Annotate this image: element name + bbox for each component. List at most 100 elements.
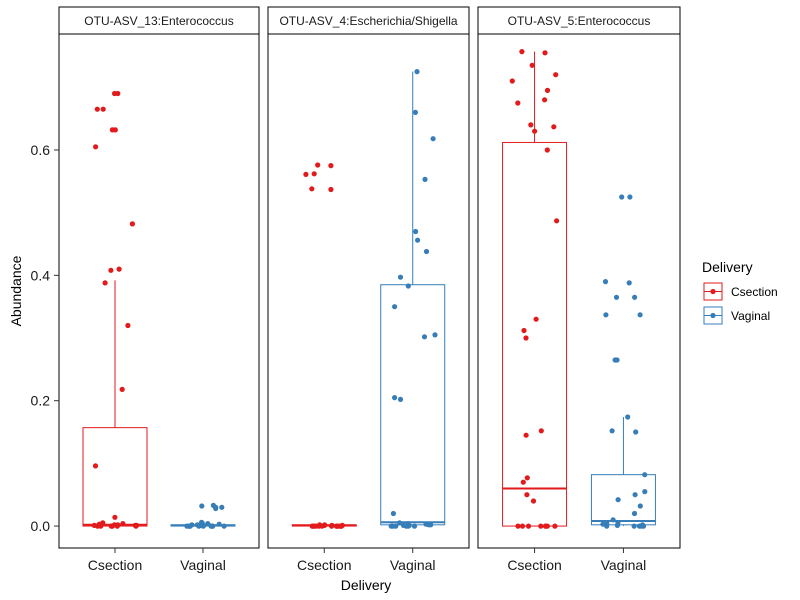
panel-border bbox=[267, 33, 470, 549]
data-point bbox=[632, 294, 638, 300]
data-point bbox=[92, 463, 99, 469]
data-point bbox=[303, 171, 309, 177]
data-point bbox=[94, 106, 100, 112]
data-point bbox=[642, 489, 648, 495]
data-point bbox=[609, 428, 615, 434]
data-point bbox=[515, 523, 521, 529]
data-point bbox=[523, 335, 529, 341]
facet-panel: OTU-ASV_4:Escherichia/Shigella Csection Va… bbox=[267, 6, 470, 573]
legend-label: Vaginal bbox=[731, 309, 770, 323]
data-point bbox=[108, 523, 114, 529]
data-point bbox=[315, 162, 321, 168]
data-point bbox=[640, 523, 647, 529]
data-point bbox=[524, 475, 530, 481]
data-point bbox=[614, 522, 621, 529]
data-point bbox=[311, 171, 317, 177]
facet-strip bbox=[477, 6, 681, 35]
box-vaginal bbox=[590, 194, 656, 529]
data-point bbox=[602, 279, 609, 285]
y-axis: 0.0 0.2 0.4 0.6 bbox=[31, 142, 59, 534]
data-point bbox=[133, 523, 139, 529]
box-iqr bbox=[380, 284, 446, 526]
box-vaginal bbox=[380, 69, 446, 529]
data-point bbox=[519, 49, 525, 55]
data-point bbox=[125, 322, 131, 329]
x-axis-title: Delivery bbox=[341, 577, 392, 593]
legend: Delivery Csection Vaginal bbox=[702, 259, 778, 325]
data-point bbox=[397, 274, 404, 280]
data-point bbox=[532, 128, 538, 134]
data-point bbox=[328, 163, 334, 169]
data-point bbox=[309, 186, 315, 192]
x-tick-label: Vaginal bbox=[390, 557, 436, 573]
data-point bbox=[199, 503, 205, 509]
panel-border bbox=[477, 33, 681, 549]
facet-strip-label: OTU-ASV_4:Escherichia/Shigella bbox=[279, 14, 457, 28]
data-point bbox=[390, 523, 396, 529]
data-point bbox=[392, 304, 398, 310]
data-point bbox=[414, 69, 420, 75]
y-axis-title: Abundance bbox=[8, 255, 24, 326]
data-point bbox=[98, 523, 104, 529]
x-tick-label: Vaginal bbox=[180, 557, 226, 573]
data-point bbox=[390, 510, 396, 517]
data-point bbox=[422, 176, 428, 182]
data-point bbox=[221, 523, 227, 529]
x-tick-label: Csection bbox=[507, 557, 561, 573]
data-point bbox=[542, 97, 548, 103]
legend-label: Csection bbox=[731, 285, 778, 299]
data-point bbox=[637, 312, 643, 318]
facet-panel: OTU-ASV_13:Enterococcus Csection Vaginal bbox=[58, 6, 260, 573]
data-point bbox=[423, 248, 430, 255]
data-point bbox=[515, 100, 521, 106]
data-point bbox=[112, 514, 118, 520]
legend-entry-vaginal: Vaginal bbox=[703, 306, 770, 325]
data-point bbox=[213, 505, 219, 512]
data-point bbox=[210, 523, 216, 529]
data-point bbox=[614, 357, 620, 363]
data-point bbox=[428, 522, 434, 528]
data-point bbox=[421, 334, 428, 340]
data-point bbox=[619, 194, 625, 200]
data-point bbox=[397, 520, 403, 526]
data-point bbox=[542, 50, 548, 56]
box-csection bbox=[502, 49, 568, 529]
data-point bbox=[631, 523, 637, 529]
facet-strip-label: OTU-ASV_5:Enterococcus bbox=[508, 14, 651, 28]
data-point bbox=[116, 266, 122, 272]
data-point bbox=[108, 267, 114, 273]
facet-strip bbox=[267, 6, 470, 35]
data-point bbox=[509, 78, 515, 84]
data-point bbox=[216, 521, 222, 527]
x-tick-label: Vaginal bbox=[601, 557, 647, 573]
data-point bbox=[525, 523, 532, 529]
y-tick-label: 0.4 bbox=[31, 267, 51, 283]
box-csection bbox=[291, 162, 357, 529]
data-point bbox=[412, 109, 418, 115]
data-point bbox=[538, 428, 544, 434]
data-point bbox=[102, 280, 108, 286]
data-point bbox=[626, 280, 632, 286]
box-vaginal bbox=[170, 502, 236, 529]
data-point bbox=[625, 414, 631, 420]
data-point bbox=[405, 283, 411, 289]
data-point bbox=[551, 124, 557, 130]
data-point bbox=[544, 87, 551, 93]
data-point bbox=[633, 429, 639, 435]
legend-entries: Csection Vaginal bbox=[703, 282, 778, 325]
legend-key-point bbox=[710, 312, 716, 319]
data-point bbox=[552, 523, 558, 529]
data-point bbox=[114, 523, 120, 529]
data-point bbox=[310, 523, 316, 529]
data-point bbox=[604, 523, 610, 529]
data-point bbox=[603, 312, 609, 318]
data-point bbox=[119, 386, 125, 392]
facet-strip bbox=[58, 6, 260, 35]
data-point bbox=[544, 147, 550, 153]
facet-panel: OTU-ASV_5:Enterococcus Csection Vaginal bbox=[477, 6, 681, 573]
data-point bbox=[329, 523, 335, 529]
data-point bbox=[432, 332, 438, 338]
data-point bbox=[530, 498, 537, 504]
